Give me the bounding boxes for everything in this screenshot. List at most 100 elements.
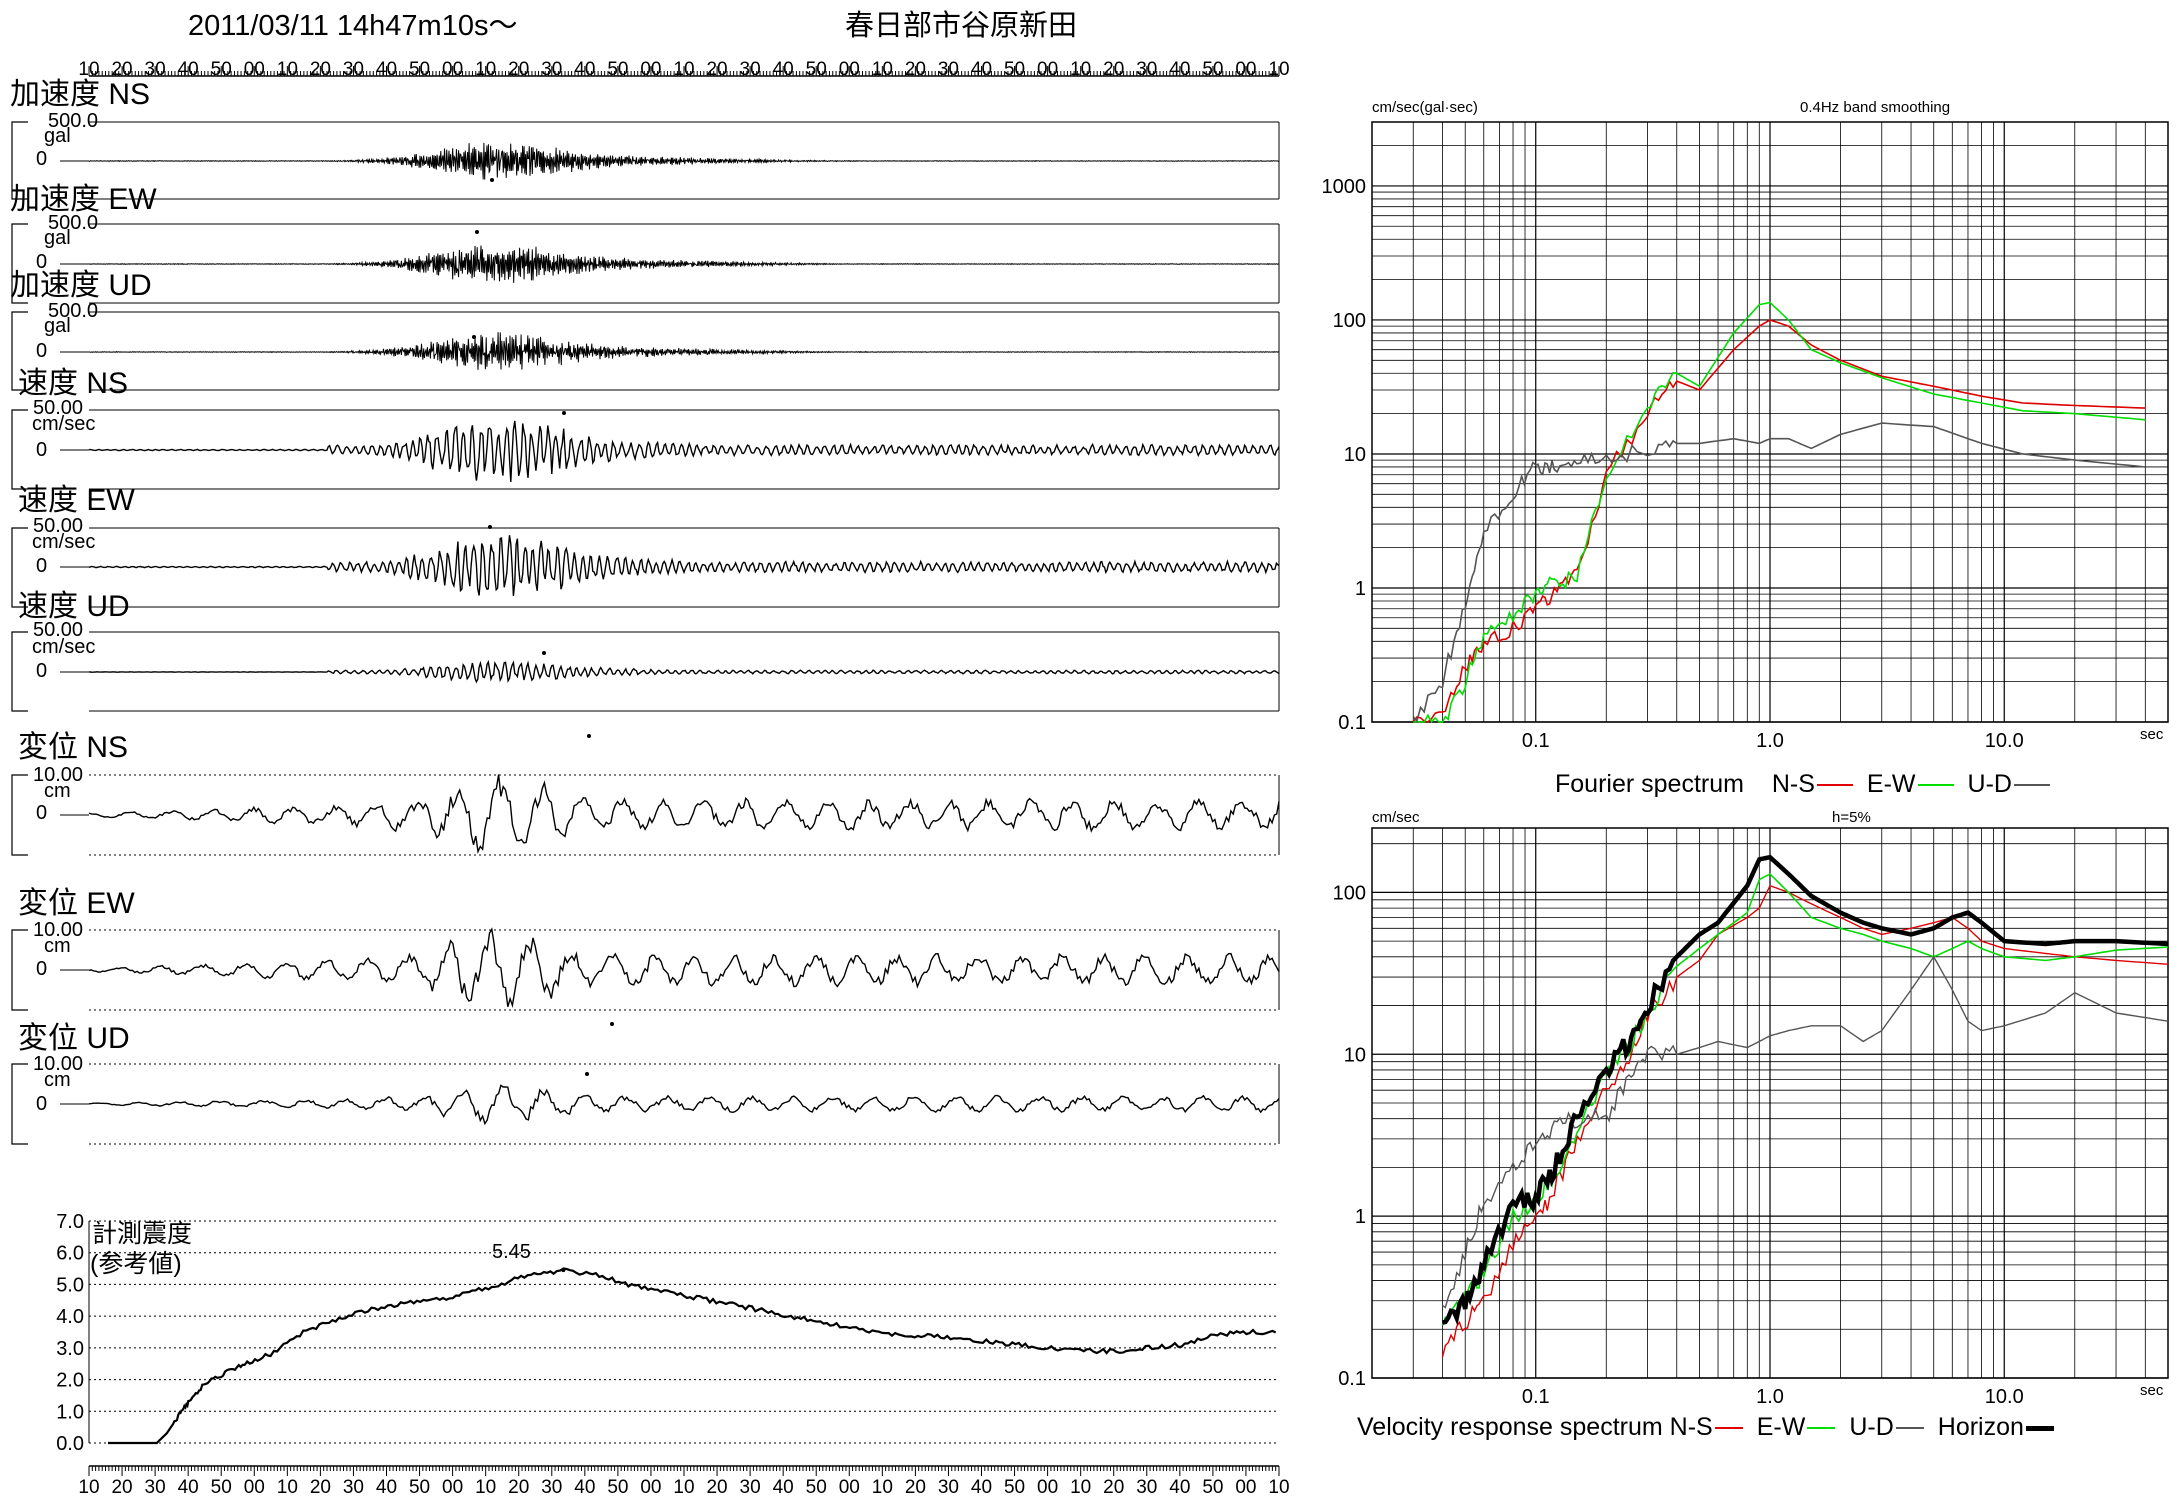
time-tick-label: 10 bbox=[475, 1477, 496, 1498]
time-tick-label: 40 bbox=[574, 59, 595, 80]
response-legend-ew-label: E-W bbox=[1756, 1413, 1806, 1441]
panel-scale-bracket-acc-ns bbox=[11, 121, 28, 200]
time-tick-label: 20 bbox=[310, 59, 331, 80]
waveform-trace-acc-ud bbox=[88, 332, 1280, 370]
intensity-peak-marker bbox=[561, 1268, 566, 1273]
fourier-series-ns bbox=[1412, 319, 2146, 723]
time-tick-label: 50 bbox=[806, 59, 827, 80]
intensity-trace bbox=[108, 1267, 1277, 1445]
unit-label-vel-ew: cm/sec bbox=[32, 531, 96, 553]
time-tick-label: 50 bbox=[1202, 59, 1223, 80]
waveform-trace-acc-ew bbox=[88, 245, 1280, 283]
time-tick-label: 50 bbox=[607, 59, 628, 80]
response-x-tick-label: 0.1 bbox=[1522, 1386, 1550, 1408]
intensity-peak-label: 5.45 bbox=[492, 1241, 531, 1263]
fourier-caption-text: Fourier spectrum bbox=[1555, 770, 1744, 798]
response-legend-horizon-swatch bbox=[2025, 1425, 2054, 1431]
time-tick-label: 50 bbox=[211, 59, 232, 80]
waveform-peak-marker bbox=[587, 734, 591, 738]
fourier-y-tick-label: 1000 bbox=[1322, 176, 1367, 198]
response-legend-horizon-label: Horizon bbox=[1937, 1413, 2024, 1441]
unit-label-vel-ns: cm/sec bbox=[32, 413, 96, 435]
response-y-tick-label: 100 bbox=[1333, 882, 1366, 904]
time-tick-label: 40 bbox=[971, 59, 992, 80]
time-tick-label: 00 bbox=[1235, 59, 1256, 80]
response-y-tick-label: 1 bbox=[1355, 1206, 1366, 1228]
fourier-x-tick-label: 0.1 bbox=[1522, 730, 1550, 752]
zero-label-dis-ud: 0 bbox=[36, 1093, 48, 1115]
time-tick-label: 20 bbox=[706, 59, 727, 80]
unit-label-dis-ns: cm bbox=[44, 780, 71, 802]
time-tick-label: 40 bbox=[773, 59, 794, 80]
fourier-legend-ew-swatch bbox=[1917, 784, 1954, 787]
time-tick-label: 00 bbox=[1037, 59, 1058, 80]
time-tick-label: 00 bbox=[244, 1477, 265, 1498]
time-tick-label: 20 bbox=[1103, 59, 1124, 80]
time-tick-label: 10 bbox=[277, 59, 298, 80]
waveform-trace-vel-ns bbox=[88, 420, 1280, 482]
unit-label-acc-ew: gal bbox=[44, 227, 71, 249]
time-tick-label: 00 bbox=[640, 1477, 661, 1498]
time-tick-label: 10 bbox=[277, 1477, 298, 1498]
time-tick-label: 50 bbox=[1004, 1477, 1025, 1498]
zero-label-vel-ew: 0 bbox=[36, 555, 48, 577]
scale-value-dis-ew: 10.00 bbox=[33, 919, 84, 941]
fourier-legend-ud-label: U-D bbox=[1967, 770, 2012, 798]
intensity-y-tick-label: 5.0 bbox=[56, 1274, 84, 1296]
fourier-unit-label: cm/sec(gal·sec) bbox=[1372, 99, 1478, 116]
panel-scale-bracket-acc-ew bbox=[11, 223, 28, 304]
fourier-series-ew bbox=[1413, 301, 2146, 724]
time-tick-label: 00 bbox=[442, 1477, 463, 1498]
time-tick-label: 00 bbox=[1037, 1477, 1058, 1498]
scale-value-vel-ew: 50.00 bbox=[33, 515, 84, 537]
response-caption-text: Velocity response spectrum bbox=[1357, 1413, 1663, 1441]
intensity-sublabel: (参考値) bbox=[90, 1250, 182, 1278]
intensity-y-tick-label: 4.0 bbox=[56, 1306, 84, 1328]
waveform-trace-dis-ud bbox=[88, 1084, 1280, 1126]
intensity-y-tick-label: 1.0 bbox=[56, 1401, 84, 1423]
panel-scale-bracket-dis-ns bbox=[11, 774, 28, 856]
time-tick-label: 50 bbox=[1202, 1477, 1223, 1498]
fourier-x-tick-label: 10.0 bbox=[1985, 730, 2024, 752]
waveform-trace-dis-ew bbox=[88, 927, 1280, 1008]
time-tick-label: 00 bbox=[244, 59, 265, 80]
time-tick-label: 20 bbox=[1103, 1477, 1124, 1498]
response-legend-ns-swatch bbox=[1714, 1427, 1743, 1430]
panel-label-dis-ns: 変位 NS bbox=[18, 731, 129, 764]
time-tick-label: 20 bbox=[111, 59, 132, 80]
fourier-x-tick-label: 1.0 bbox=[1756, 730, 1784, 752]
response-note: h=5% bbox=[1832, 809, 1871, 826]
time-tick-label: 00 bbox=[442, 59, 463, 80]
waveform-peak-marker bbox=[542, 651, 546, 655]
waveform-peak-marker bbox=[490, 178, 494, 182]
response-series-ud bbox=[1442, 955, 2169, 1309]
unit-label-acc-ns: gal bbox=[44, 125, 71, 147]
time-tick-label: 10 bbox=[673, 59, 694, 80]
time-tick-label: 50 bbox=[409, 59, 430, 80]
record-datetime: 2011/03/11 14h47m10s～ bbox=[188, 10, 518, 42]
response-y-tick-label: 0.1 bbox=[1338, 1368, 1366, 1390]
waveform-trace-dis-ns bbox=[88, 774, 1280, 854]
unit-label-acc-ud: gal bbox=[44, 315, 71, 337]
time-tick-label: 50 bbox=[806, 1477, 827, 1498]
waveform-trace-vel-ew bbox=[88, 535, 1280, 596]
panel-label-dis-ud: 変位 UD bbox=[18, 1022, 130, 1055]
time-tick-label: 30 bbox=[1136, 1477, 1157, 1498]
time-tick-label: 40 bbox=[574, 1477, 595, 1498]
unit-label-dis-ew: cm bbox=[44, 935, 71, 957]
time-tick-label: 30 bbox=[343, 59, 364, 80]
fourier-legend-ns-label: N-S bbox=[1771, 770, 1815, 798]
panel-label-dis-ew: 変位 EW bbox=[18, 887, 135, 920]
time-tick-label: 30 bbox=[938, 59, 959, 80]
intensity-y-tick-label: 7.0 bbox=[56, 1211, 84, 1233]
scale-value-acc-ns: 500.0 bbox=[48, 110, 99, 132]
time-tick-label: 50 bbox=[607, 1477, 628, 1498]
intensity-y-tick-label: 0.0 bbox=[56, 1433, 84, 1455]
response-series-ns bbox=[1441, 884, 2169, 1358]
response-series-horizon bbox=[1442, 854, 2169, 1326]
waveform-trace-acc-ns bbox=[88, 142, 1280, 180]
time-tick-label: 40 bbox=[178, 59, 199, 80]
intensity-y-tick-label: 6.0 bbox=[56, 1243, 84, 1265]
scale-value-vel-ud: 50.00 bbox=[33, 619, 84, 641]
